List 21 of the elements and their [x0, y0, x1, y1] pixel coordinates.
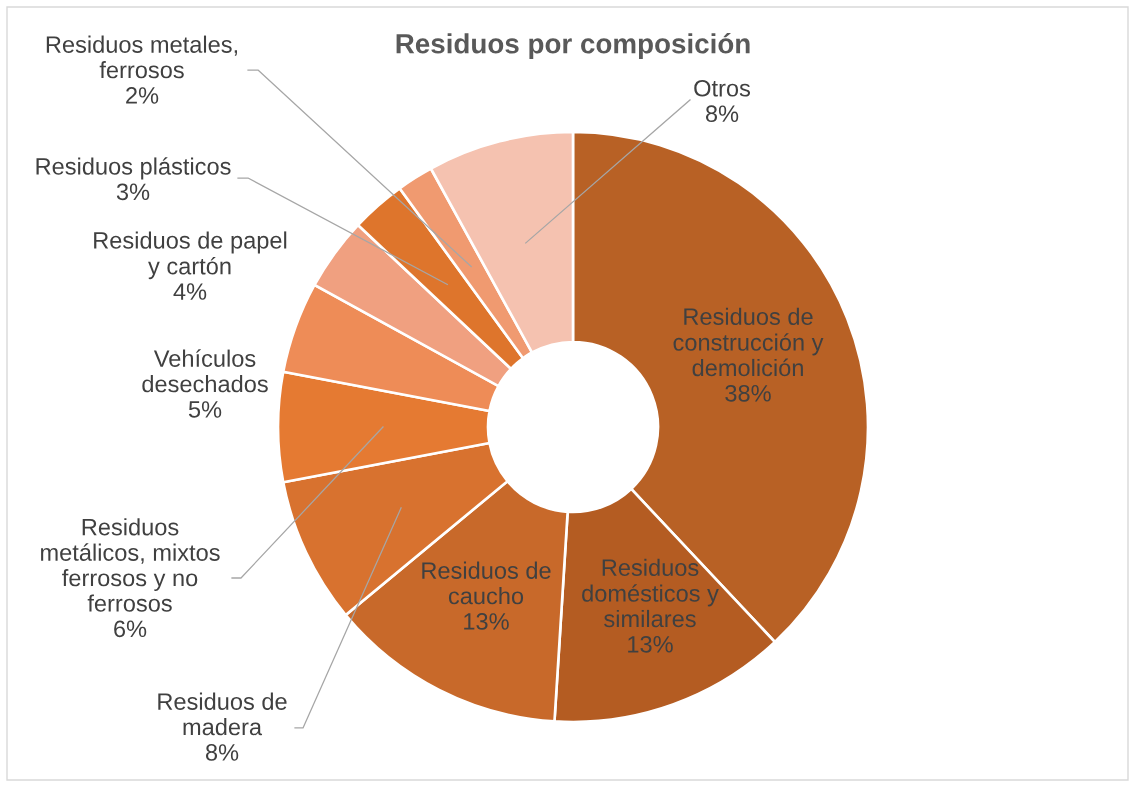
- data-label: 8%: [705, 105, 739, 123]
- slice-label: Residuos domésticos y similares: [582, 558, 719, 628]
- data-label: 3%: [116, 183, 150, 201]
- data-label: 6%: [114, 620, 147, 638]
- slice-label: Residuos de madera: [158, 692, 287, 736]
- slice-label: Residuos plásticos: [36, 157, 231, 180]
- data-label: 13%: [628, 635, 673, 653]
- data-label: 38%: [725, 384, 771, 402]
- data-label: 5%: [188, 401, 222, 418]
- data-label: 8%: [205, 744, 239, 761]
- data-label: 4%: [173, 283, 207, 300]
- data-label: 13%: [464, 613, 509, 630]
- slice-label: Vehículos desechados: [142, 349, 268, 393]
- slice-label: Otros: [694, 79, 751, 97]
- slice-label: Residuos de construcción y demolición: [673, 307, 824, 377]
- slice-label: Residuos de caucho: [422, 561, 551, 605]
- chart-title: Residuos por composición: [396, 32, 750, 60]
- data-label: 2%: [126, 87, 159, 104]
- slice-label: Residuos metales, ferrosos: [46, 35, 237, 79]
- slice-label: Residuos de papel y cartón: [94, 231, 287, 280]
- slice-label: Residuos metálicos, mixtos ferrosos y no ferrosos: [41, 518, 220, 612]
